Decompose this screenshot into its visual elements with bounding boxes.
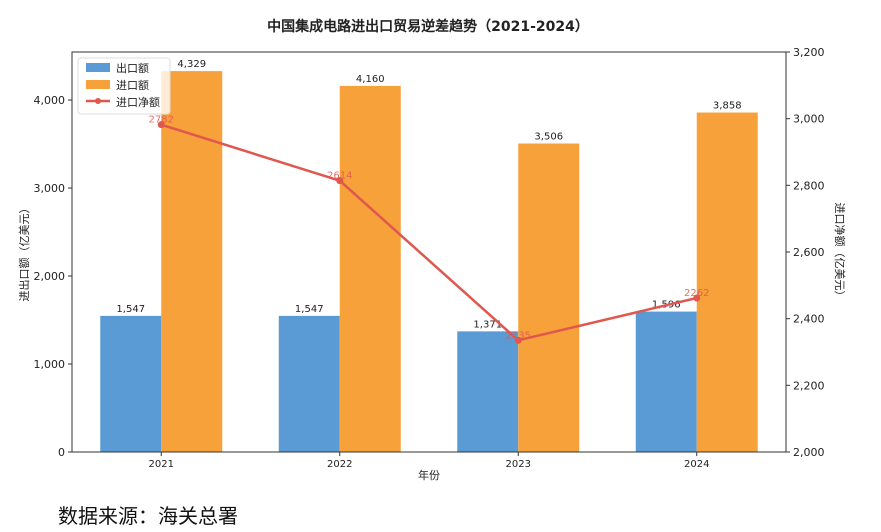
y-left-tick-label: 3,000 <box>34 182 66 195</box>
y-axis-right: 2,000 2,200 2,400 2,600 2,800 3,000 3,200 <box>786 46 825 459</box>
y-right-tick-label: 3,000 <box>793 113 825 126</box>
y-axis-left-label: 进出口额（亿美元） <box>17 203 31 302</box>
y-right-tick-label: 2,400 <box>793 313 825 326</box>
net-import-line <box>160 123 698 342</box>
y-right-tick-label: 2,800 <box>793 179 825 192</box>
bar-label-export-2022: 1,547 <box>295 304 324 315</box>
net-import-point-2021 <box>157 121 165 129</box>
bars-layer <box>100 71 758 452</box>
y-left-tick-label: 2,000 <box>34 270 66 283</box>
bar-label-export-2023: 1,371 <box>473 319 502 330</box>
y-right-tick-label: 2,600 <box>793 246 825 259</box>
legend-label-import: 进口额 <box>116 79 149 92</box>
y-axis-left: 0 1,000 2,000 3,000 4,000 <box>34 94 72 459</box>
bar-import-2024 <box>696 112 758 452</box>
legend-swatch-export <box>86 63 110 72</box>
y-axis-right-label: 进口净额（亿美元） <box>833 203 847 302</box>
bar-export-2022 <box>278 315 340 452</box>
bar-label-import-2023: 3,506 <box>534 132 563 143</box>
x-axis: 2021 2022 2023 2024 <box>149 452 709 470</box>
x-tick-label: 2022 <box>327 459 352 470</box>
bar-import-2022 <box>339 85 401 452</box>
x-tick-label: 2023 <box>506 459 531 470</box>
bar-label-import-2022: 4,160 <box>356 74 385 85</box>
y-left-tick-label: 4,000 <box>34 94 66 107</box>
net-import-label-2022: 2614 <box>327 171 352 182</box>
x-tick-label: 2021 <box>149 459 174 470</box>
legend-label-net: 进口净额 <box>116 95 160 109</box>
net-import-label-2021: 2782 <box>149 115 174 126</box>
chart-title: 中国集成电路进出口贸易逆差趋势（2021-2024） <box>267 18 589 35</box>
y-left-tick-label: 1,000 <box>34 358 66 371</box>
bar-import-2023 <box>518 143 580 452</box>
legend-swatch-net-marker <box>95 98 101 104</box>
y-right-tick-label: 3,200 <box>793 46 825 59</box>
y-right-tick-label: 2,000 <box>793 446 825 459</box>
bar-export-2021 <box>100 315 162 452</box>
bar-export-2023 <box>457 331 519 452</box>
net-import-point-2024 <box>693 294 701 302</box>
x-axis-label: 年份 <box>418 468 440 482</box>
net-import-point-2023 <box>514 336 522 344</box>
legend-label-export: 出口额 <box>116 61 149 75</box>
bar-label-import-2024: 3,858 <box>713 101 742 112</box>
net-import-label-2024: 2262 <box>684 288 709 299</box>
y-right-tick-label: 2,200 <box>793 379 825 392</box>
bar-label-import-2021: 4,329 <box>177 59 206 70</box>
x-tick-label: 2024 <box>684 459 709 470</box>
y-left-tick-label: 0 <box>58 446 65 459</box>
legend: 出口额 进口额 进口净额 <box>77 57 171 115</box>
bar-export-2024 <box>635 311 697 452</box>
legend-swatch-import <box>86 80 110 89</box>
net-import-label-2023: 2135 <box>506 330 531 341</box>
bar-label-export-2021: 1,547 <box>116 304 145 315</box>
source-note: 数据来源：海关总署 <box>58 504 238 528</box>
line-layer: 2782 2614 2135 2262 <box>149 115 709 344</box>
net-import-point-2022 <box>336 177 344 185</box>
